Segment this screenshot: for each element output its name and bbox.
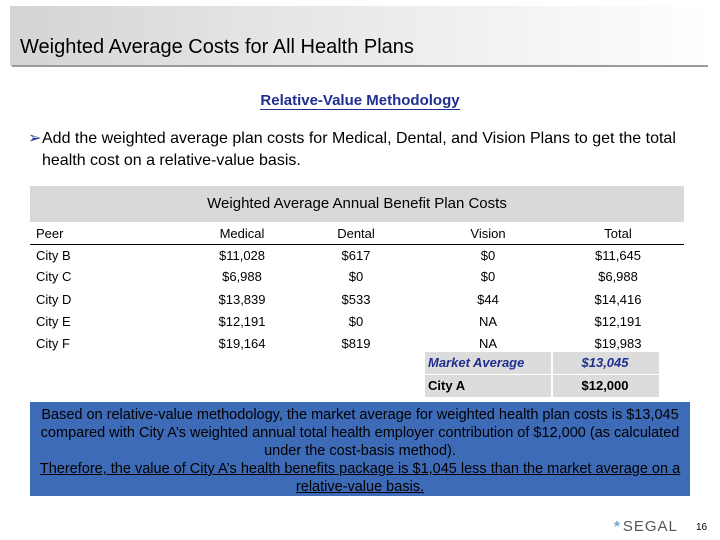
vision-cell: $0 — [480, 269, 496, 284]
market-average-value-box — [552, 351, 660, 375]
title-bar — [10, 6, 710, 66]
market-average-value: $13,045 — [581, 355, 629, 370]
total-cell: $14,416 — [594, 292, 642, 307]
column-header-total: Total — [604, 226, 632, 241]
city-a-label-box — [424, 374, 552, 398]
total-cell: $6,988 — [598, 269, 638, 284]
asterisk-icon: * — [614, 518, 621, 535]
page-number: 16 — [696, 522, 708, 533]
dental-cell: $533 — [341, 292, 371, 307]
medical-cell: $11,028 — [218, 248, 266, 263]
dental-cell: $0 — [348, 314, 364, 329]
column-header-vision: Vision — [470, 226, 506, 241]
dental-cell: $617 — [341, 248, 371, 263]
market-average-label-box — [424, 351, 552, 375]
peer-cell: City C — [36, 269, 72, 284]
title-divider — [12, 65, 708, 67]
medical-cell: $19,164 — [218, 336, 266, 351]
page-title: Weighted Average Costs for All Health Pl… — [20, 36, 414, 58]
medical-cell: $13,839 — [218, 292, 266, 307]
summary-note: Based on relative-value methodology, the… — [30, 402, 690, 496]
table-row: City B $11,028 $617 $0 $11,645 — [30, 244, 684, 266]
table-caption-bar: Weighted Average Annual Benefit Plan Cos… — [30, 186, 684, 222]
arrow-bullet-icon: ➢ — [28, 130, 42, 147]
segal-logo: * SEGAL — [614, 518, 678, 535]
medical-cell: $12,191 — [218, 314, 266, 329]
peer-cell: City D — [36, 292, 72, 307]
table-row: City E $12,191 $0 NA $12,191 — [30, 310, 684, 332]
subtitle-text: Relative-Value Methodology — [260, 92, 460, 110]
dental-cell: $0 — [348, 269, 364, 284]
logo-text: SEGAL — [622, 518, 678, 535]
column-header-medical: Medical — [219, 226, 265, 241]
summary-note-conclusion: Therefore, the value of City A’s health … — [39, 461, 681, 495]
table-row: City C $6,988 $0 $0 $6,988 — [30, 265, 684, 287]
total-cell: $12,191 — [594, 314, 642, 329]
subtitle: Relative-Value Methodology — [0, 92, 720, 110]
dental-cell: $819 — [341, 336, 371, 351]
market-average-label: Market Average — [428, 355, 525, 370]
city-a-label: City A — [428, 378, 466, 393]
vision-cell: NA — [478, 336, 498, 351]
column-header-peer: Peer — [36, 226, 64, 241]
bullet-text: Add the weighted average plan costs for … — [42, 130, 676, 169]
city-a-value-box — [552, 374, 660, 398]
table-caption: Weighted Average Annual Benefit Plan Cos… — [207, 195, 507, 212]
table-row: City F $19,164 $819 NA $19,983 — [30, 332, 684, 354]
vision-cell: $0 — [480, 248, 496, 263]
table-row: City D $13,839 $533 $44 $14,416 — [30, 288, 684, 310]
vision-cell: $44 — [477, 292, 499, 307]
vision-cell: NA — [478, 314, 498, 329]
total-cell: $11,645 — [594, 248, 642, 263]
medical-cell: $6,988 — [222, 269, 262, 284]
summary-note-text: Based on relative-value methodology, the… — [40, 407, 680, 459]
city-a-value: $12,000 — [581, 378, 629, 393]
peer-cell: City B — [36, 248, 71, 263]
total-cell: $19,983 — [594, 336, 642, 351]
table-header-row: Peer Medical Dental Vision Total — [30, 222, 684, 245]
column-header-dental: Dental — [337, 226, 375, 241]
peer-cell: City F — [36, 336, 70, 351]
peer-cell: City E — [36, 314, 71, 329]
